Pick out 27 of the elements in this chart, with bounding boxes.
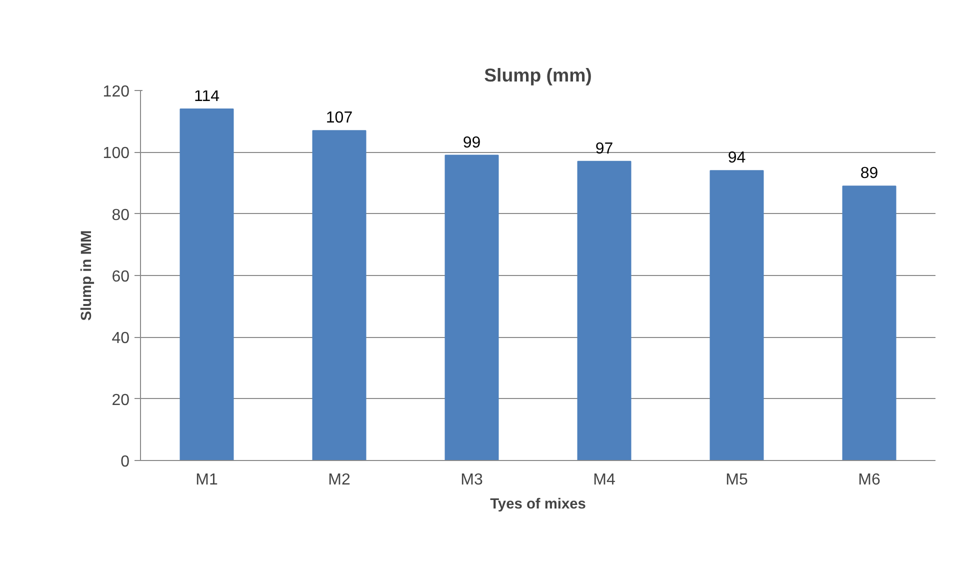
x-tick-label: M2 (328, 472, 350, 488)
y-tick-label: 20 (112, 392, 130, 409)
data-label: 107 (326, 110, 353, 127)
x-axis-title: Tyes of mixes (490, 496, 586, 512)
data-label: 97 (595, 140, 614, 158)
bar (577, 160, 632, 460)
x-tick-label: M3 (460, 472, 483, 488)
y-tick-label: 80 (112, 206, 130, 224)
y-tick-label: 100 (102, 145, 130, 162)
data-label: 89 (860, 165, 878, 182)
x-tick-label: M1 (196, 472, 218, 488)
y-tick-label: 120 (102, 84, 130, 100)
bar (444, 154, 499, 460)
data-label: 99 (462, 134, 481, 152)
bar (710, 170, 764, 460)
bar (842, 186, 896, 460)
bar (312, 130, 366, 460)
bar (180, 108, 234, 460)
y-axis-title: Slump in MM (78, 230, 95, 321)
x-tick-label: M5 (726, 472, 748, 488)
y-tick-label: 0 (120, 454, 130, 470)
x-tick-label: M4 (593, 472, 616, 488)
data-label: 94 (728, 150, 746, 167)
chart-title: Slump (mm) (484, 64, 592, 86)
y-tick-label: 60 (112, 268, 130, 286)
x-tick-label: M6 (858, 472, 880, 488)
y-tick-label: 40 (112, 330, 130, 348)
